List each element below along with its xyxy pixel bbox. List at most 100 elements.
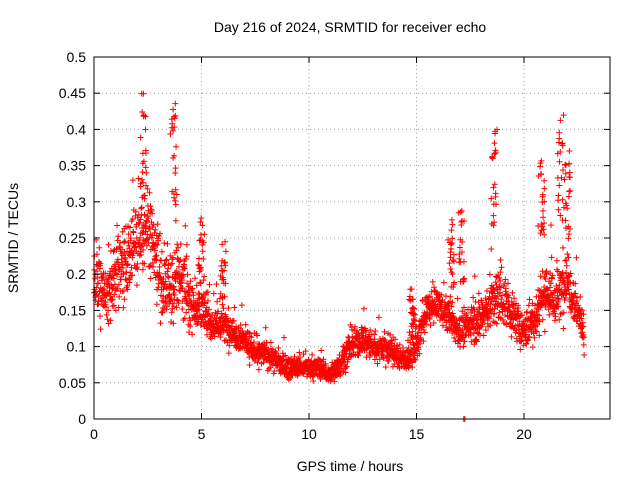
data-point [381,328,388,335]
data-point [470,294,477,301]
data-point [175,244,182,251]
data-point [415,346,422,353]
data-point [222,280,229,287]
data-point [492,279,499,286]
data-point [126,224,133,231]
data-point [568,298,575,305]
data-point [280,334,287,341]
data-point [138,205,145,212]
data-point [105,320,112,327]
data-point [559,140,566,147]
data-point [563,262,570,269]
data-point [113,245,120,252]
data-point [367,327,374,334]
data-point [497,269,504,276]
data-point [565,193,572,200]
data-point [161,240,168,247]
data-point [486,271,493,278]
x-tick-label: 10 [301,426,317,442]
data-point [184,280,191,287]
data-point [565,254,572,261]
data-point [515,302,522,309]
data-point [124,261,131,267]
y-tick-label: 0.25 [59,230,86,246]
data-point [198,215,205,222]
data-point [119,228,126,235]
data-point [163,306,170,313]
data-point [456,255,463,262]
data-point [496,283,503,290]
data-point [104,316,111,323]
data-point [525,302,532,309]
data-point [529,309,536,316]
y-tick-label: 0.4 [67,121,87,137]
data-point [231,326,238,333]
data-point [141,260,148,267]
data-point [177,256,184,263]
data-point [519,312,526,319]
data-point [546,311,553,318]
data-point [449,310,456,317]
data-point [163,256,170,263]
y-tick-label: 0 [78,411,86,427]
data-point [562,200,569,207]
data-point [155,237,162,244]
data-point [376,356,383,363]
data-point [222,248,229,255]
data-point [129,272,136,279]
data-point [183,309,190,316]
data-point [171,292,178,299]
data-point [537,273,544,280]
data-point [181,265,188,272]
data-point [243,336,250,343]
data-point [412,311,419,318]
data-point [580,341,587,348]
data-point [509,289,516,296]
data-point [572,290,579,297]
data-point [116,264,123,271]
data-point [204,297,211,304]
data-point [463,311,470,318]
data-point [115,281,122,288]
data-point [565,235,572,242]
data-point [560,325,567,332]
data-point [217,290,224,297]
data-point [199,248,206,255]
data-point [219,274,226,281]
data-point [129,177,136,184]
data-point [497,277,504,284]
data-point [168,295,175,302]
data-point [561,176,568,183]
data-point [555,139,562,146]
data-point [559,167,566,174]
data-point [537,230,544,237]
data-point [250,339,257,346]
data-point [548,290,555,297]
data-point [187,278,194,285]
data-point [153,252,160,259]
data-point [456,244,463,251]
data-point [498,264,505,271]
data-point [492,201,499,208]
data-point [493,320,500,327]
data-point [537,163,544,170]
data-point [448,283,455,290]
data-point [162,257,169,264]
data-point [471,273,478,280]
data-point [322,360,329,367]
data-point [197,280,204,287]
data-point [170,303,177,310]
data-point [560,279,567,286]
data-point [126,279,133,286]
data-point [548,222,555,229]
data-point [144,185,151,192]
data-point [218,262,225,269]
data-point [172,201,179,208]
data-point [515,308,522,315]
data-point [110,275,117,282]
data-point [121,296,128,303]
data-point [509,301,516,308]
data-point [134,260,141,267]
data-point [486,315,493,322]
data-point [185,329,192,336]
